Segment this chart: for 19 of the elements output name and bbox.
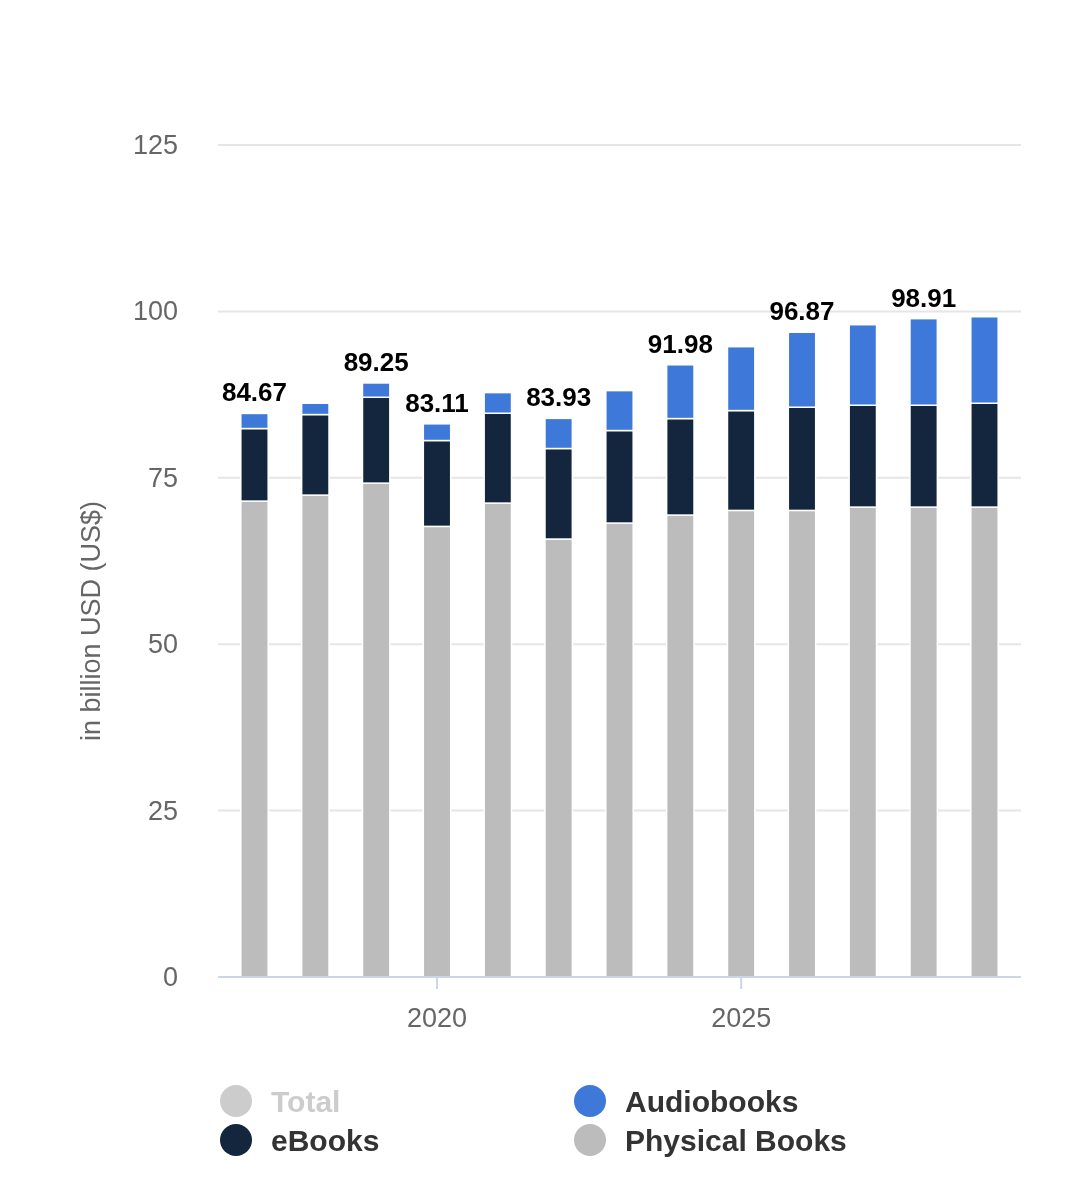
y-tick-label: 25 (147, 795, 178, 826)
legend-label: Audiobooks (625, 1085, 799, 1118)
total-label: 84.67 (221, 377, 288, 408)
total-label: 96.87 (769, 296, 835, 327)
y-tick-label: 125 (132, 130, 178, 160)
total-label: 83.93 (526, 382, 592, 413)
legend-label: eBooks (271, 1124, 380, 1157)
total-label: 89.25 (343, 346, 409, 377)
x-tick-label: 2025 (711, 1003, 772, 1033)
y-tick-label: 75 (147, 462, 178, 493)
y-tick-label: 0 (162, 962, 178, 992)
y-axis-title: in billion USD (US$) (76, 500, 106, 742)
total-label: 98.91 (891, 282, 957, 313)
y-tick-label: 50 (147, 629, 178, 660)
y-tick-label: 100 (132, 296, 178, 327)
total-label: 83.11 (405, 387, 469, 418)
total-label: 91.98 (647, 328, 713, 359)
legend-label: Physical Books (625, 1124, 847, 1157)
x-tick-label: 2020 (406, 1003, 468, 1033)
